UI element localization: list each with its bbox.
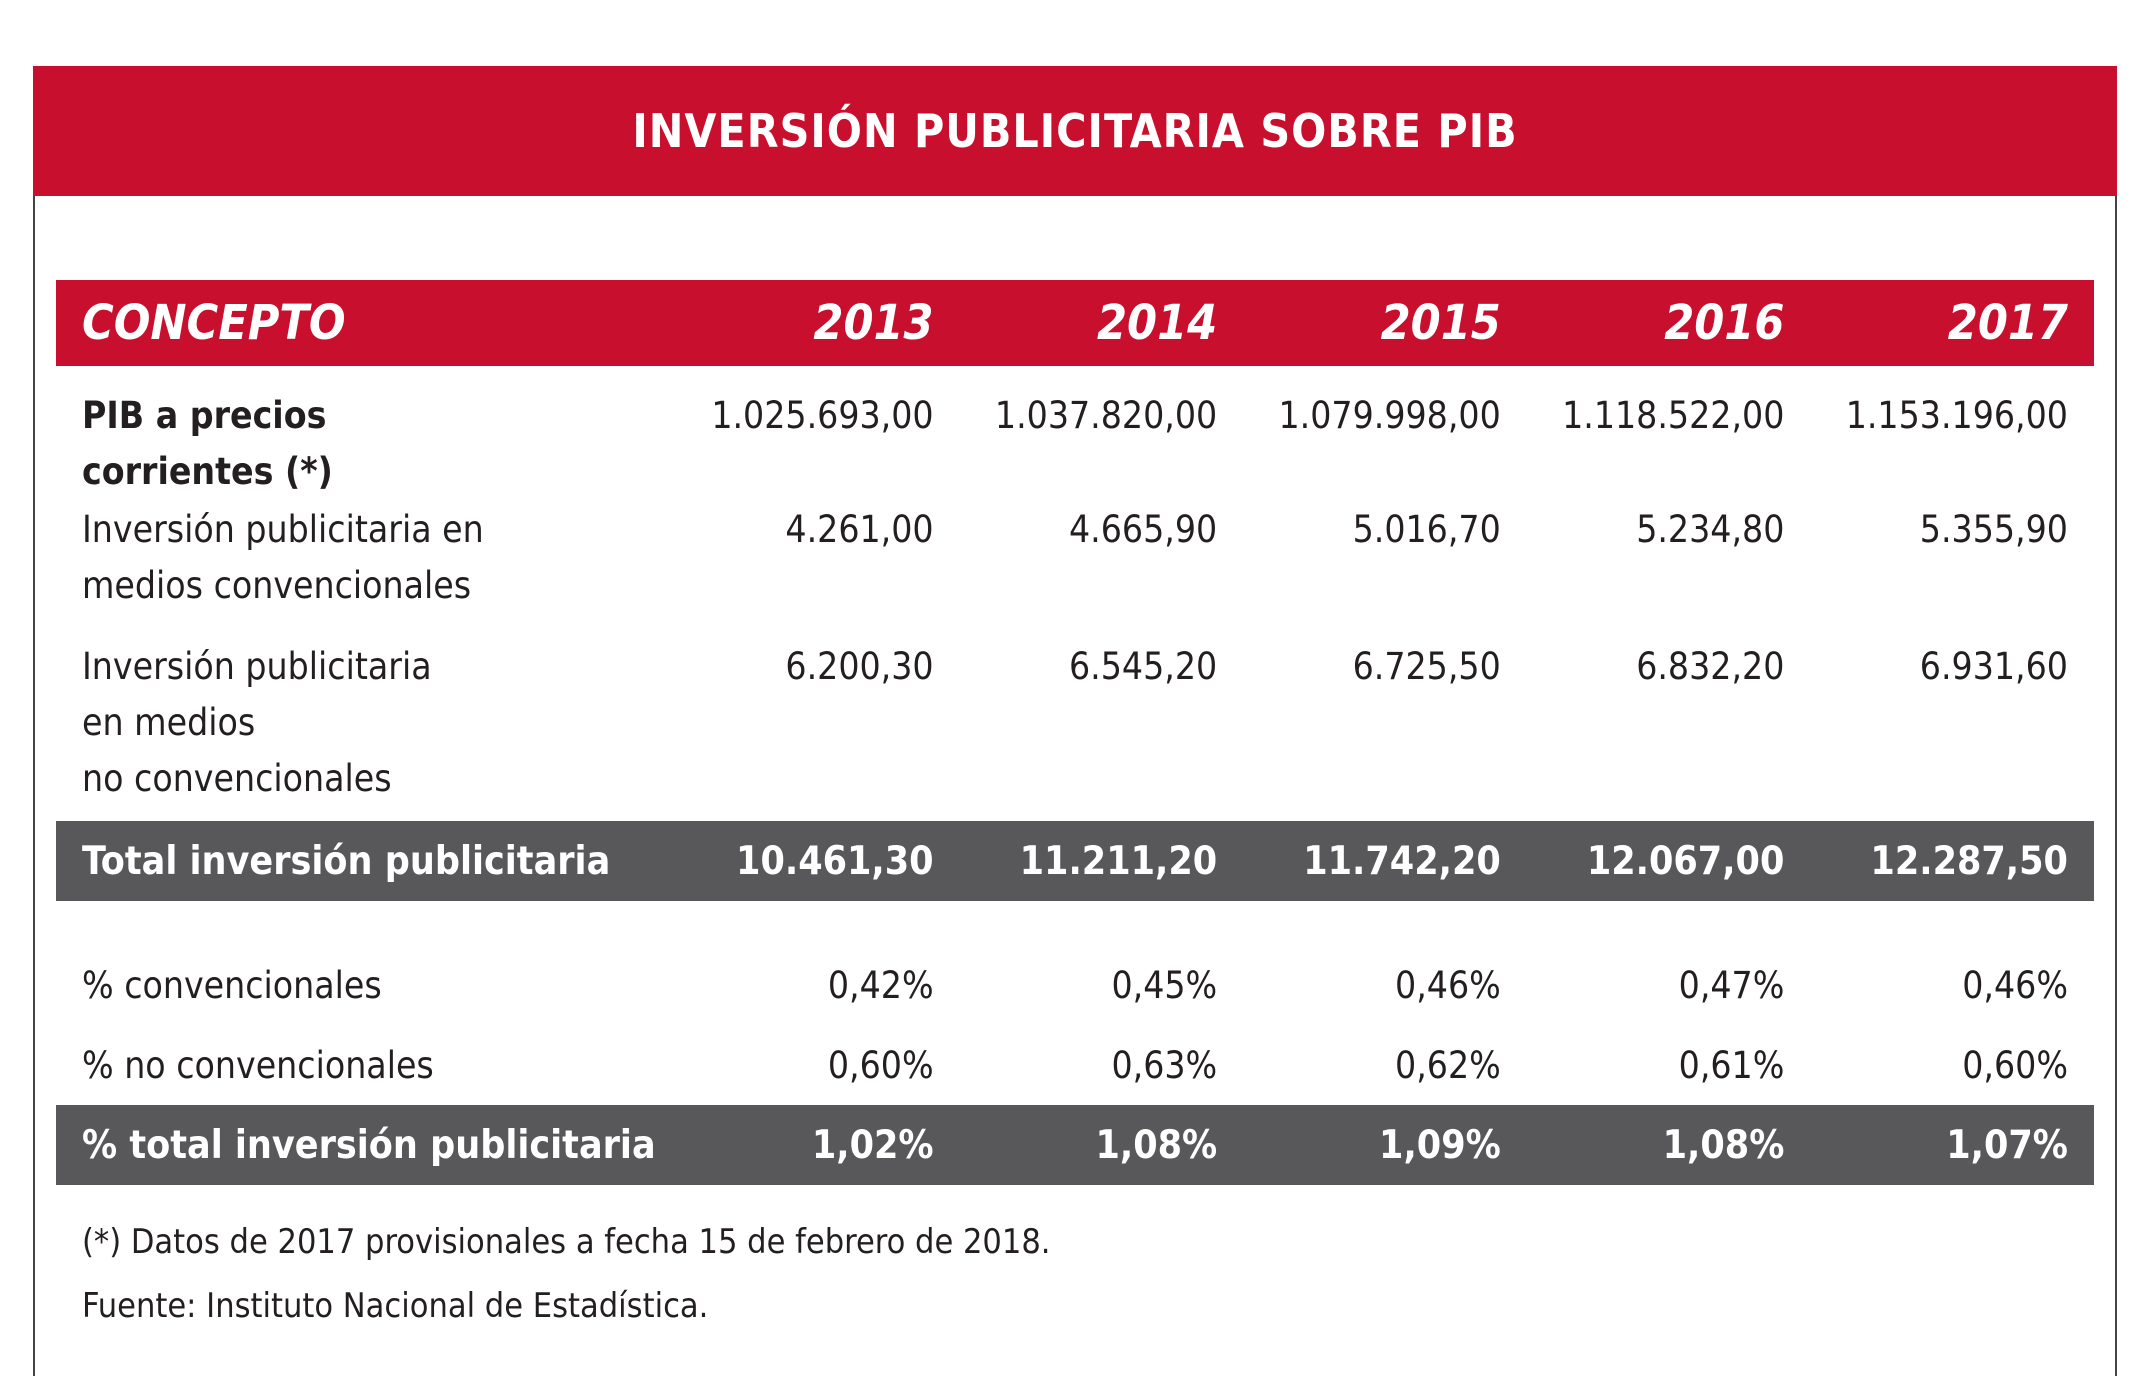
table-cell: 1.079.998,00 <box>1278 394 1501 437</box>
pct-row: % no convencionales 0,60% 0,63% 0,62% 0,… <box>56 1025 2094 1105</box>
table-cell: 4.261,00 <box>785 508 934 551</box>
footnote: (*) Datos de 2017 provisionales a fecha … <box>82 1222 1051 1262</box>
row-label: PIB a precios corrientes (*) <box>56 388 676 500</box>
title-banner: INVERSIÓN PUBLICITARIA SOBRE PIB <box>33 66 2117 196</box>
total-cell: 12.067,00 <box>1586 838 1785 884</box>
data-table: CONCEPTO 2013 2014 2015 2016 2017 PIB a … <box>56 280 2094 1185</box>
table-cell: 6.545,20 <box>1069 645 1218 688</box>
row-label-line: corrientes (*) <box>82 450 333 493</box>
row-label-line: en medios <box>82 701 256 744</box>
header-year: 2017 <box>1947 295 2068 351</box>
pct-row: % convencionales 0,42% 0,45% 0,46% 0,47%… <box>56 945 2094 1025</box>
total-cell: 12.287,50 <box>1870 838 2068 884</box>
header-year: 2015 <box>1380 295 1501 351</box>
table-cell: 6.200,30 <box>785 645 934 688</box>
table-cell: 6.931,60 <box>1919 645 2068 688</box>
row-label-line: no convencionales <box>82 757 392 800</box>
table-cell: 1.025.693,00 <box>711 394 934 437</box>
row-label-line: Inversión publicitaria en <box>82 508 484 551</box>
pct-cell: 0,42% <box>827 963 934 1007</box>
pct-cell: 0,47% <box>1678 963 1785 1007</box>
table-cell: 1.118.522,00 <box>1562 394 1785 437</box>
table-row: PIB a precios corrientes (*) 1.025.693,0… <box>56 366 2094 502</box>
pct-cell: 0,46% <box>1395 963 1501 1007</box>
table-cell: 5.355,90 <box>1919 508 2068 551</box>
source-note: Fuente: Instituto Nacional de Estadístic… <box>82 1286 709 1326</box>
pct-cell: 0,61% <box>1678 1043 1785 1087</box>
pct-total-cell: 1,07% <box>1946 1122 2068 1168</box>
total-cell: 11.211,20 <box>1019 838 1218 884</box>
pct-label: % convencionales <box>82 963 382 1007</box>
row-spacer <box>56 901 2094 945</box>
total-label: Total inversión publicitaria <box>82 838 611 884</box>
table-cell: 6.725,50 <box>1352 645 1501 688</box>
pct-cell: 0,46% <box>1962 963 2068 1007</box>
total-row: Total inversión publicitaria 10.461,30 1… <box>56 821 2094 901</box>
row-label: Inversión publicitaria en medios no conv… <box>56 639 676 807</box>
pct-cell: 0,60% <box>827 1043 934 1087</box>
row-label-line: medios convencionales <box>82 564 472 607</box>
table-cell: 5.016,70 <box>1352 508 1501 551</box>
table-row: Inversión publicitaria en medios no conv… <box>56 639 2094 821</box>
pct-total-cell: 1,08% <box>1095 1122 1218 1168</box>
table-cell: 1.153.196,00 <box>1845 394 2068 437</box>
total-cell: 10.461,30 <box>736 838 934 884</box>
table-cell: 4.665,90 <box>1069 508 1218 551</box>
table-header-row: CONCEPTO 2013 2014 2015 2016 2017 <box>56 280 2094 366</box>
header-year: 2014 <box>1097 295 1218 351</box>
pct-cell: 0,45% <box>1111 963 1218 1007</box>
pct-cell: 0,63% <box>1111 1043 1218 1087</box>
header-year: 2016 <box>1664 295 1785 351</box>
table-notes: (*) Datos de 2017 provisionales a fecha … <box>82 1210 1051 1338</box>
row-label-line: PIB a precios <box>82 394 327 437</box>
header-year: 2013 <box>813 295 934 351</box>
page-title: INVERSIÓN PUBLICITARIA SOBRE PIB <box>632 104 1518 158</box>
pct-cell: 0,62% <box>1395 1043 1501 1087</box>
table-cell: 5.234,80 <box>1636 508 1785 551</box>
total-cell: 11.742,20 <box>1303 838 1501 884</box>
pct-total-row: % total inversión publicitaria 1,02% 1,0… <box>56 1105 2094 1185</box>
pct-cell: 0,60% <box>1962 1043 2068 1087</box>
table-cell: 1.037.820,00 <box>994 394 1218 437</box>
row-label: Inversión publicitaria en medios convenc… <box>56 502 676 614</box>
row-label-line: Inversión publicitaria <box>82 645 432 688</box>
pct-total-cell: 1,02% <box>811 1122 934 1168</box>
pct-total-cell: 1,08% <box>1662 1122 1785 1168</box>
pct-total-label: % total inversión publicitaria <box>82 1122 656 1168</box>
table-cell: 6.832,20 <box>1636 645 1785 688</box>
table-row: Inversión publicitaria en medios convenc… <box>56 502 2094 639</box>
header-concept: CONCEPTO <box>82 295 346 351</box>
pct-total-cell: 1,09% <box>1379 1122 1501 1168</box>
pct-label: % no convencionales <box>82 1043 434 1087</box>
